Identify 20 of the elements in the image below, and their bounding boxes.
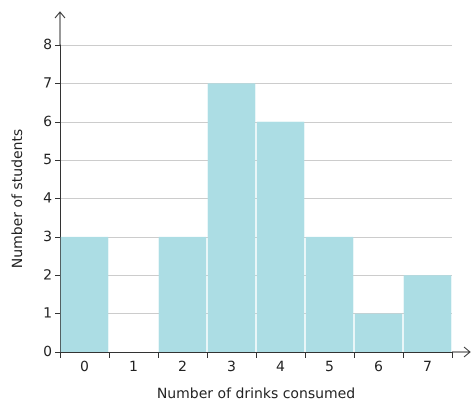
x-tick-label: 6: [374, 359, 384, 375]
x-tick-label: 4: [276, 359, 286, 375]
x-axis-title: Number of drinks consumed: [156, 386, 356, 402]
y-tick-label: 0: [43, 344, 52, 360]
x-tick-label: 1: [129, 359, 138, 375]
y-tick-label: 8: [43, 37, 52, 53]
x-tick-label: 0: [80, 359, 89, 375]
y-tick-label: 7: [43, 75, 52, 92]
x-tick-label: 5: [325, 359, 334, 375]
y-axis-title: Number of students: [10, 128, 26, 268]
x-tick-label: 3: [227, 359, 236, 375]
y-tick-label: 2: [43, 267, 52, 284]
y-tick-label: 5: [43, 152, 52, 168]
bar: [60, 236, 108, 352]
y-tick-label: 4: [43, 190, 52, 206]
x-tick-label: 7: [423, 359, 432, 375]
y-tick-label: 1: [43, 306, 52, 322]
x-tick-label: 2: [178, 359, 187, 375]
y-tick-label: 6: [43, 114, 52, 130]
y-tick-label: 3: [43, 228, 52, 245]
